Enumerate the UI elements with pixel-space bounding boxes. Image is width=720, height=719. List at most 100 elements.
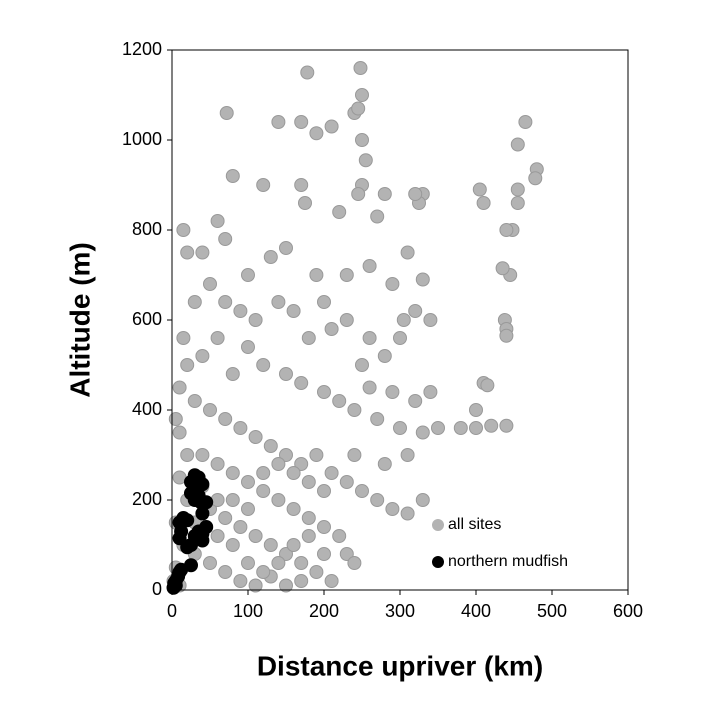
point bbox=[332, 529, 347, 543]
point bbox=[309, 126, 324, 141]
point bbox=[256, 358, 271, 372]
point bbox=[279, 578, 293, 593]
point bbox=[358, 153, 373, 168]
y-tick-label: 600 bbox=[132, 309, 162, 329]
point bbox=[248, 430, 263, 444]
point bbox=[324, 574, 339, 588]
point bbox=[180, 245, 195, 260]
point bbox=[301, 511, 316, 525]
point bbox=[317, 295, 331, 309]
point bbox=[187, 295, 202, 309]
point bbox=[233, 421, 248, 435]
point bbox=[339, 475, 354, 489]
point bbox=[510, 137, 525, 152]
point bbox=[294, 115, 309, 129]
point bbox=[309, 268, 324, 282]
point bbox=[355, 133, 369, 147]
point bbox=[203, 403, 217, 417]
point bbox=[210, 529, 225, 543]
point bbox=[241, 556, 255, 570]
point bbox=[195, 448, 210, 462]
point bbox=[279, 448, 293, 462]
point bbox=[225, 493, 240, 507]
point bbox=[377, 457, 392, 471]
point bbox=[415, 272, 430, 287]
point bbox=[180, 358, 195, 372]
point bbox=[294, 376, 309, 390]
x-tick-label: 0 bbox=[167, 601, 177, 621]
point bbox=[484, 418, 499, 433]
point bbox=[263, 439, 278, 453]
point bbox=[362, 331, 377, 345]
point bbox=[218, 412, 233, 426]
point bbox=[480, 378, 495, 393]
point bbox=[339, 313, 354, 327]
point bbox=[476, 196, 491, 210]
point bbox=[218, 565, 233, 579]
x-tick-label: 400 bbox=[461, 601, 491, 621]
point bbox=[347, 403, 362, 417]
point bbox=[191, 470, 206, 485]
point bbox=[225, 466, 240, 480]
point bbox=[195, 349, 210, 363]
point bbox=[353, 61, 368, 75]
point bbox=[225, 169, 240, 183]
point bbox=[263, 538, 278, 552]
point bbox=[309, 448, 324, 462]
point bbox=[172, 425, 187, 440]
point bbox=[286, 538, 301, 552]
x-axis-title: Distance upriver (km) bbox=[257, 650, 543, 681]
y-tick-label: 1000 bbox=[122, 129, 162, 149]
point bbox=[199, 520, 214, 534]
point bbox=[210, 331, 225, 345]
point bbox=[248, 529, 263, 543]
point bbox=[415, 493, 430, 507]
y-tick-label: 400 bbox=[132, 399, 162, 419]
point bbox=[210, 214, 225, 228]
point bbox=[393, 331, 407, 345]
point bbox=[408, 304, 423, 318]
point bbox=[355, 88, 369, 102]
point bbox=[279, 241, 293, 255]
point bbox=[218, 295, 233, 309]
point bbox=[510, 196, 525, 210]
point bbox=[286, 466, 301, 480]
point bbox=[415, 425, 430, 440]
point bbox=[298, 196, 312, 210]
point bbox=[241, 502, 255, 516]
legend-marker bbox=[432, 556, 444, 568]
x-tick-label: 500 bbox=[537, 601, 567, 621]
point bbox=[362, 259, 377, 273]
x-tick-label: 600 bbox=[613, 601, 643, 621]
point bbox=[317, 385, 331, 399]
point bbox=[180, 448, 195, 462]
point bbox=[370, 412, 385, 426]
point bbox=[347, 448, 362, 462]
point bbox=[408, 394, 423, 408]
point bbox=[332, 205, 347, 219]
point bbox=[271, 556, 286, 570]
point bbox=[324, 119, 339, 134]
point bbox=[339, 547, 354, 561]
point bbox=[370, 209, 385, 224]
plot-points bbox=[166, 61, 544, 595]
point bbox=[499, 418, 514, 433]
point bbox=[176, 331, 191, 345]
point bbox=[210, 493, 225, 507]
point bbox=[377, 187, 392, 201]
point bbox=[393, 421, 407, 435]
point bbox=[286, 304, 301, 318]
point bbox=[233, 304, 248, 318]
point bbox=[233, 520, 248, 534]
point bbox=[385, 277, 400, 291]
point bbox=[400, 448, 415, 462]
y-tick-label: 800 bbox=[132, 219, 162, 239]
point bbox=[271, 295, 286, 309]
point bbox=[400, 506, 415, 521]
point bbox=[324, 466, 339, 480]
x-tick-label: 200 bbox=[309, 601, 339, 621]
point bbox=[248, 578, 263, 593]
point bbox=[248, 313, 263, 327]
point bbox=[339, 268, 354, 282]
point bbox=[203, 277, 217, 291]
